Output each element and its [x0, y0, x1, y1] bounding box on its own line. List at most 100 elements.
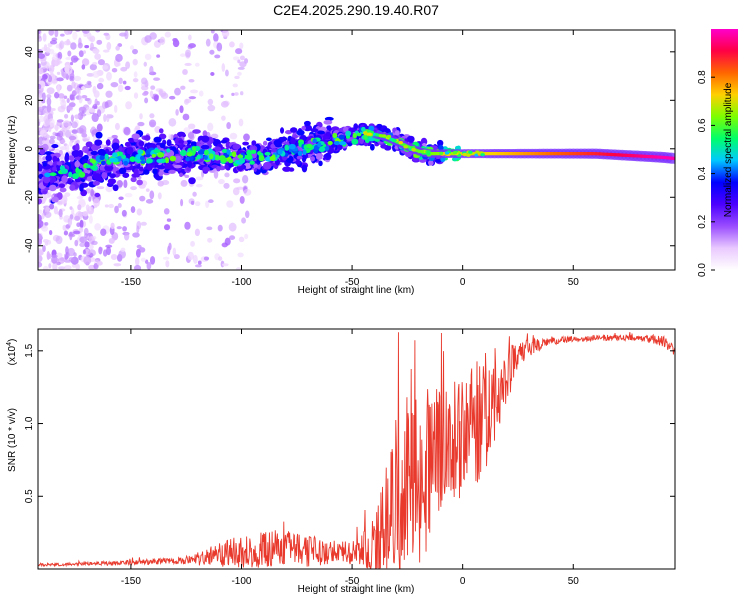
spectrogram-noise-blob [210, 72, 215, 77]
spectrogram-band-blob [406, 135, 415, 143]
spectrogram-noise-blob [218, 178, 225, 185]
spectrogram-band-blob [158, 128, 164, 134]
spectrogram-y-tick-label: -20 [24, 190, 35, 205]
spectrogram-noise-blob [125, 61, 131, 69]
spectrogram-band-blob [271, 148, 277, 153]
spectrogram-noise-blob [65, 143, 70, 153]
spectrogram-noise-blob [75, 263, 80, 270]
spectrogram-noise-blob [144, 79, 149, 88]
spectrogram-band-blob [124, 141, 131, 147]
spectrogram-band-blob [52, 155, 58, 162]
spectrogram-noise-blob [83, 255, 92, 265]
spectrogram-core-blob [245, 154, 253, 160]
spectrogram-ridge-speckle [411, 148, 416, 152]
spectrogram-noise-blob [69, 140, 73, 147]
spectrogram-core-blob [440, 156, 446, 163]
spectrogram-noise-blob [197, 260, 202, 265]
spectrogram-noise-blob [42, 33, 47, 42]
spectrogram-core-blob [297, 150, 303, 157]
spectrogram-band-blob [353, 123, 359, 130]
spectrogram-noise-blob [242, 174, 249, 184]
spectrogram-noise-blob [67, 247, 75, 257]
spectrogram-band-blob [97, 148, 106, 156]
spectrogram-noise-blob [38, 115, 45, 123]
spectrogram-band-blob [273, 139, 282, 147]
spectrogram-core-blob [204, 149, 209, 156]
spectrogram-noise-blob [79, 242, 86, 248]
spectrogram-noise-blob [205, 38, 211, 47]
spectrogram-noise-blob [93, 90, 100, 98]
spectrogram-band-blob [200, 144, 210, 150]
spectrogram-band-blob [216, 165, 221, 172]
spectrogram-core-blob [250, 149, 257, 154]
spectrogram-core-blob [306, 143, 313, 148]
snr-series-line [38, 332, 675, 569]
spectrogram-ridge-speckle [367, 132, 372, 136]
spectrogram-band-blob [310, 156, 316, 162]
spectrogram-band-blob [253, 163, 258, 168]
spectrogram-noise-blob [205, 200, 210, 208]
spectrogram-noise-blob [188, 123, 196, 130]
spectrogram-noise-blob [84, 233, 88, 239]
spectrogram-noise-blob [70, 61, 74, 66]
spectrogram-noise-blob [243, 133, 250, 141]
spectrogram-noise-blob [159, 36, 166, 45]
spectrogram-noise-blob [63, 259, 72, 263]
spectrogram-noise-blob [217, 224, 223, 232]
spectrogram-noise-blob [207, 237, 213, 243]
spectrogram-band-blob [168, 169, 176, 174]
spectrogram-noise-blob [239, 55, 245, 61]
spectrogram-band-blob [84, 149, 89, 154]
spectrogram-band-blob [94, 139, 103, 146]
spectrogram-ridge-speckle [438, 151, 444, 155]
spectrogram-band-blob [68, 155, 74, 161]
spectrogram-band-blob [251, 140, 257, 146]
spectrogram-core-blob [264, 151, 271, 156]
spectrogram-band-blob [101, 171, 108, 179]
spectrogram-noise-blob [46, 97, 52, 106]
spectrogram-noise-blob [190, 200, 195, 205]
spectrogram-ridge-speckle [466, 153, 471, 157]
spectrogram-noise-blob [46, 104, 52, 113]
spectrogram-core-blob [226, 149, 231, 155]
spectrogram-band-blob [86, 176, 93, 182]
spectrogram-band-blob [310, 128, 319, 133]
spectrogram-noise-blob [207, 104, 216, 112]
spectrogram-noise-blob [192, 191, 197, 197]
spectrogram-ridge-speckle [452, 151, 458, 155]
spectrogram-band-blob [376, 123, 383, 129]
spectrogram-core-blob [153, 149, 161, 154]
spectrogram-noise-blob [114, 122, 120, 131]
spectrogram-noise-blob [51, 37, 58, 42]
spectrogram-noise-blob [82, 50, 87, 54]
spectrogram-noise-blob [79, 236, 88, 243]
spectrogram-noise-blob [179, 105, 184, 114]
spectrogram-noise-blob [139, 113, 143, 120]
spectrogram-core-blob [179, 149, 187, 157]
spectrogram-noise-blob [123, 232, 130, 241]
spectrogram-noise-blob [77, 42, 83, 49]
spectrogram-noise-blob [78, 50, 84, 58]
spectrogram-noise-blob [67, 106, 73, 111]
spectrogram-noise-blob [73, 75, 82, 82]
spectrogram-noise-blob [220, 94, 224, 98]
spectrogram-ridge-speckle [475, 150, 480, 154]
spectrogram-noise-blob [90, 42, 94, 50]
spectrogram-band-blob [262, 161, 272, 170]
spectrogram-noise-blob [163, 224, 171, 231]
spectrogram-band-blob [178, 139, 185, 144]
spectrogram-core-blob [78, 171, 86, 178]
spectrogram-noise-blob [63, 120, 71, 127]
spectrogram-noise-blob [92, 48, 100, 54]
spectrogram-noise-blob [165, 260, 170, 268]
spectrogram-noise-blob [118, 249, 126, 259]
spectrogram-noise-blob [107, 136, 114, 140]
spectrogram-band-blob [202, 130, 208, 137]
spectrogram-noise-blob [71, 81, 76, 89]
spectrogram-band-blob [158, 170, 164, 177]
spectrogram-band-blob [105, 139, 111, 146]
spectrogram-band-blob [90, 150, 99, 156]
spectrogram-noise-blob [67, 217, 73, 227]
spectrogram-core-blob [169, 155, 177, 162]
